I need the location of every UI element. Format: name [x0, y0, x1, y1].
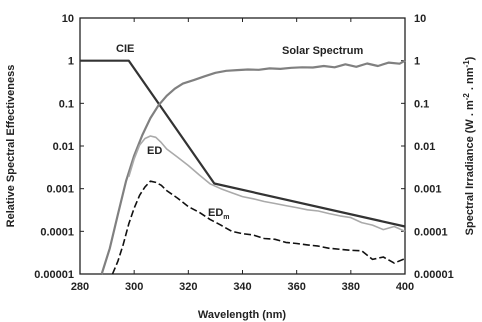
x-tick-label: 380: [342, 281, 360, 293]
y-axis-title-right: Spectral Irradiance (W . m-2 . nm-1): [462, 56, 476, 235]
y-axis-title-right-sup2: -1: [462, 60, 471, 68]
y-axis-title-left: Relative Spectral Effectiveness: [5, 65, 17, 228]
series-line-cie: [80, 59, 406, 228]
ed-label: ED: [147, 145, 162, 157]
y-tick-label-right: 1: [414, 56, 420, 68]
x-tick-label: 360: [287, 281, 305, 293]
y-axis-title-right-sup1: -2: [462, 93, 471, 101]
edm-label-sub: m: [223, 214, 229, 221]
y-tick-label-right: 0.0001: [414, 226, 448, 238]
x-axis-title: Wavelength (nm): [198, 309, 287, 321]
x-tick-label: 320: [179, 281, 197, 293]
x-tick-label: 280: [71, 281, 89, 293]
y-tick-label-left: 0.01: [53, 141, 74, 153]
ticks-layer: 280 300 320 340 360 380 400 10 10 1 1 0.1 0.1 0.01 0.0…: [34, 13, 454, 293]
y-tick-label-right: 0.001: [414, 184, 442, 196]
cie-label: CIE: [116, 43, 134, 55]
x-tick-label: 340: [233, 281, 251, 293]
y-tick-label-left: 0.1: [59, 98, 74, 110]
edm-label: EDm: [208, 207, 230, 221]
y-tick-label-left: 0.0001: [40, 226, 74, 238]
series-layer: [80, 59, 406, 275]
y-tick-label-left: 1: [68, 56, 74, 68]
series-line-edm: [111, 180, 406, 275]
y-tick-label-left: 10: [62, 13, 74, 25]
y-tick-label-right: 0.00001: [414, 269, 454, 281]
edm-label-main: ED: [208, 207, 223, 219]
series-line-solar-spectrum: [100, 59, 406, 275]
solar-spectrum-label: Solar Spectrum: [282, 45, 364, 57]
y-tick-label-right: 0.01: [414, 141, 435, 153]
y-tick-label-left: 0.00001: [34, 269, 74, 281]
y-axis-title-right-part1: Spectral Irradiance (W . m: [464, 100, 476, 235]
x-tick-label: 300: [125, 281, 143, 293]
x-tick-label: 400: [396, 281, 414, 293]
y-tick-label-right: 0.1: [414, 98, 429, 110]
y-tick-label-right: 10: [414, 13, 426, 25]
y-axis-title-right-part3: ): [464, 56, 476, 60]
y-axis-title-right-part2: . nm: [464, 67, 476, 93]
series-line-ed: [128, 135, 406, 233]
y-tick-label-left: 0.001: [46, 184, 74, 196]
